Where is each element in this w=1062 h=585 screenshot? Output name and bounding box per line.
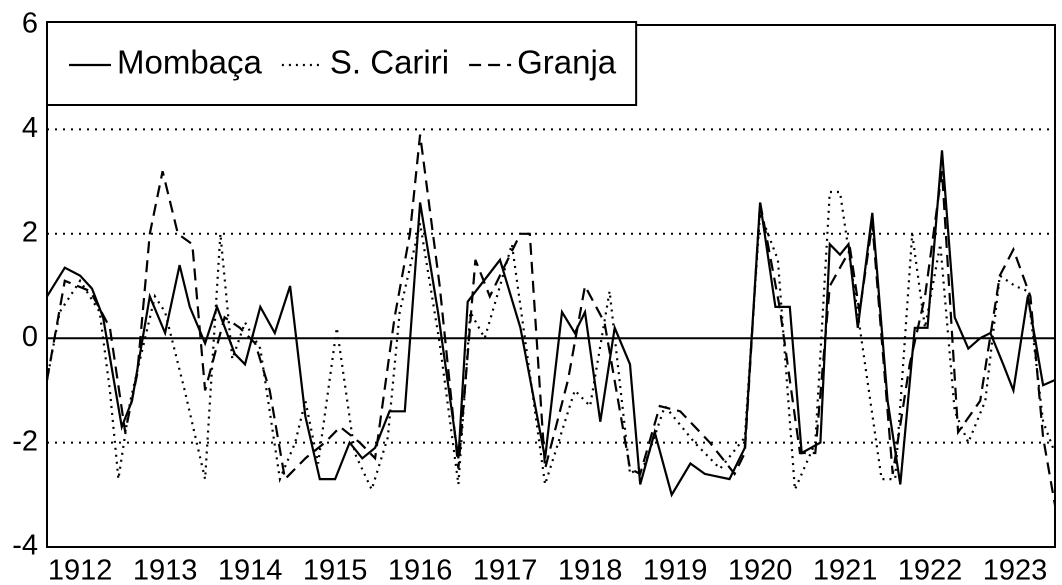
x-tick-label: 1914 xyxy=(218,555,283,585)
y-tick-label: -2 xyxy=(12,425,38,457)
y-tick-label: 2 xyxy=(22,216,38,248)
x-tick-label: 1920 xyxy=(728,555,793,585)
legend-label: S. Cariri xyxy=(330,44,449,81)
legend-label: Granja xyxy=(517,44,617,81)
x-tick-label: 1915 xyxy=(303,555,368,585)
y-tick-label: 6 xyxy=(22,8,38,40)
x-tick-label: 1923 xyxy=(983,555,1048,585)
data-line xyxy=(45,134,1057,506)
data-line xyxy=(46,150,1056,498)
x-tick-label: 1922 xyxy=(898,555,963,585)
x-tick-label: 1916 xyxy=(388,555,453,585)
legend xyxy=(46,21,638,106)
legend-label: Mombaça xyxy=(117,44,263,81)
x-tick-label: 1913 xyxy=(133,555,198,585)
x-tick-label: 1912 xyxy=(48,555,113,585)
y-tick-label: 0 xyxy=(22,321,38,353)
x-tick-label: 1919 xyxy=(643,555,708,585)
x-tick-label: 1917 xyxy=(473,555,538,585)
y-tick-label: -4 xyxy=(12,530,38,562)
x-tick-label: 1918 xyxy=(558,555,623,585)
x-tick-label: 1921 xyxy=(813,555,878,585)
y-tick-label: 4 xyxy=(22,112,38,144)
